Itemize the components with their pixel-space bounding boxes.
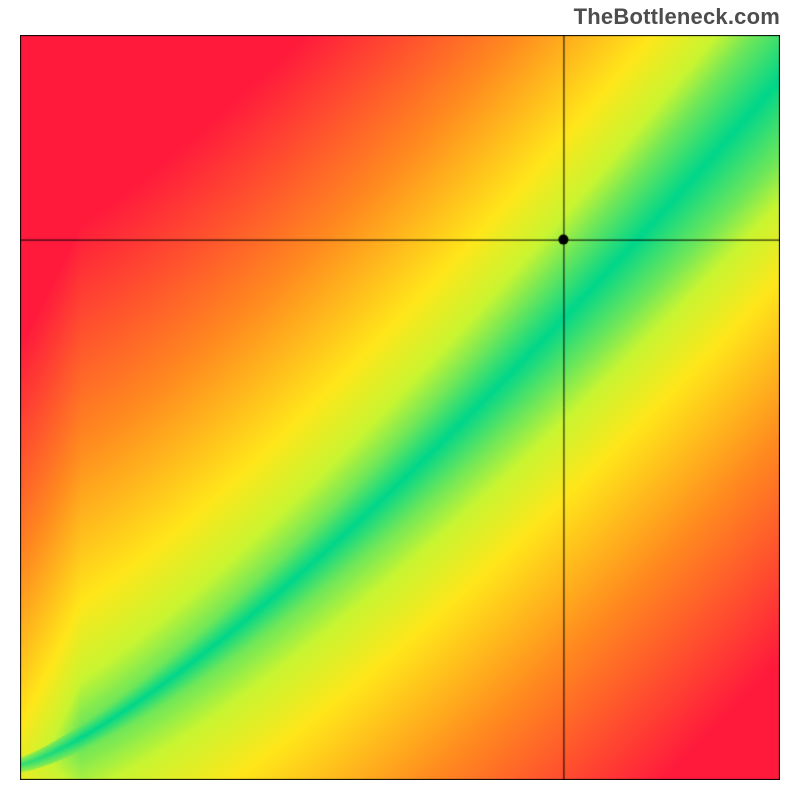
heatmap-canvas — [20, 35, 780, 780]
watermark-text: TheBottleneck.com — [574, 4, 780, 30]
bottleneck-heatmap — [20, 35, 780, 780]
